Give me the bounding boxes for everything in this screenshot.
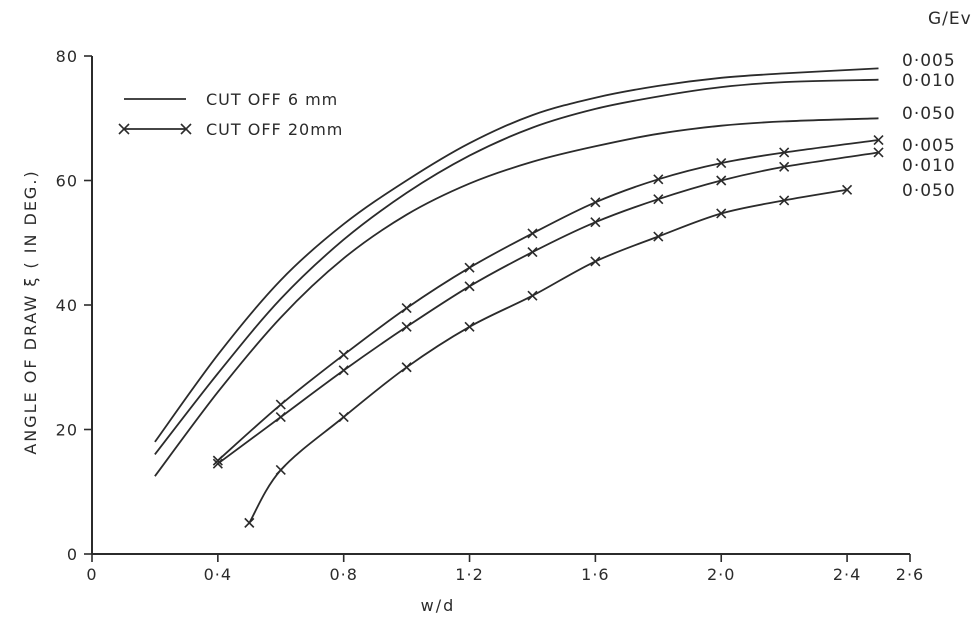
series-line (154, 67, 879, 443)
x-marker (464, 281, 475, 292)
x-marker (842, 184, 853, 195)
y-tick-label: 40 (56, 296, 78, 315)
x-marker (212, 458, 223, 469)
series-6 (244, 184, 853, 528)
x-marker (275, 411, 286, 423)
series-line (154, 78, 879, 455)
series-5 (212, 147, 884, 469)
x-tick-label: 2·4 (833, 565, 861, 584)
x-tick-label: 1·2 (455, 565, 483, 584)
x-marker (590, 256, 601, 267)
x-marker (873, 134, 884, 146)
x-marker (275, 399, 286, 410)
curve-label: 0·005 (902, 136, 956, 156)
series-line (248, 188, 848, 524)
legend-x-marker-right (180, 123, 192, 135)
series-group (154, 67, 884, 528)
series-2 (154, 78, 879, 455)
curve-label: 0·005 (902, 51, 956, 71)
x-marker (590, 197, 601, 208)
x-marker (873, 147, 884, 158)
legend-label-6mm: CUT OFF 6 mm (206, 90, 338, 109)
legend-label-20mm: CUT OFF 20mm (206, 120, 343, 139)
x-marker (275, 464, 286, 476)
x-marker (590, 217, 601, 228)
x-marker (338, 411, 349, 423)
x-axis-title: w/d (421, 596, 456, 615)
x-tick-label: 0 (86, 565, 97, 584)
x-marker (779, 195, 790, 206)
x-tick-label: 1·6 (581, 565, 609, 584)
x-marker (653, 194, 664, 205)
x-tick-label: 0·4 (204, 565, 232, 584)
x-tick-label: 2·0 (707, 565, 735, 584)
x-marker (464, 262, 475, 273)
ticks: 0 0·4 0·8 1·2 1·6 2·0 2·4 2·6 0 20 40 60 80 (56, 47, 924, 584)
x-marker (401, 303, 412, 314)
x-marker (212, 455, 223, 466)
curve-label: 0·010 (902, 71, 956, 91)
x-marker (401, 362, 412, 373)
legend: CUT OFF 6 mm CUT OFF 20mm (118, 90, 343, 139)
y-tick-label: 0 (67, 545, 78, 564)
curve-label: 0·010 (902, 156, 956, 176)
x-marker (653, 174, 664, 185)
y-axis-title: ANGLE OF DRAW ξ ( IN DEG.) (21, 169, 40, 454)
series-line (154, 117, 879, 477)
x-marker (338, 349, 349, 360)
series-3 (154, 117, 879, 477)
x-marker (464, 321, 475, 332)
curve-label: 0·050 (902, 181, 956, 201)
x-marker (338, 365, 349, 376)
series-line (217, 139, 879, 462)
y-tick-label: 60 (56, 172, 78, 191)
x-marker (527, 228, 538, 239)
x-marker (716, 208, 727, 219)
x-marker (653, 231, 664, 242)
x-marker (779, 161, 790, 172)
curve-label: 0·050 (902, 104, 956, 124)
x-marker (527, 247, 538, 258)
x-marker (527, 290, 538, 301)
legend-x-marker-left (118, 123, 130, 135)
series-line (217, 151, 879, 465)
x-marker (716, 158, 727, 169)
y-tick-label: 80 (56, 47, 78, 66)
x-marker (244, 517, 255, 528)
series-4 (212, 134, 884, 466)
x-tick-label: 2·6 (896, 565, 924, 584)
x-marker (401, 321, 412, 332)
legend-header: G/Ev (928, 9, 972, 29)
x-marker (779, 147, 790, 158)
series-1 (154, 67, 879, 443)
x-tick-label: 0·8 (329, 565, 357, 584)
y-tick-label: 20 (56, 421, 78, 440)
x-marker (716, 175, 727, 186)
